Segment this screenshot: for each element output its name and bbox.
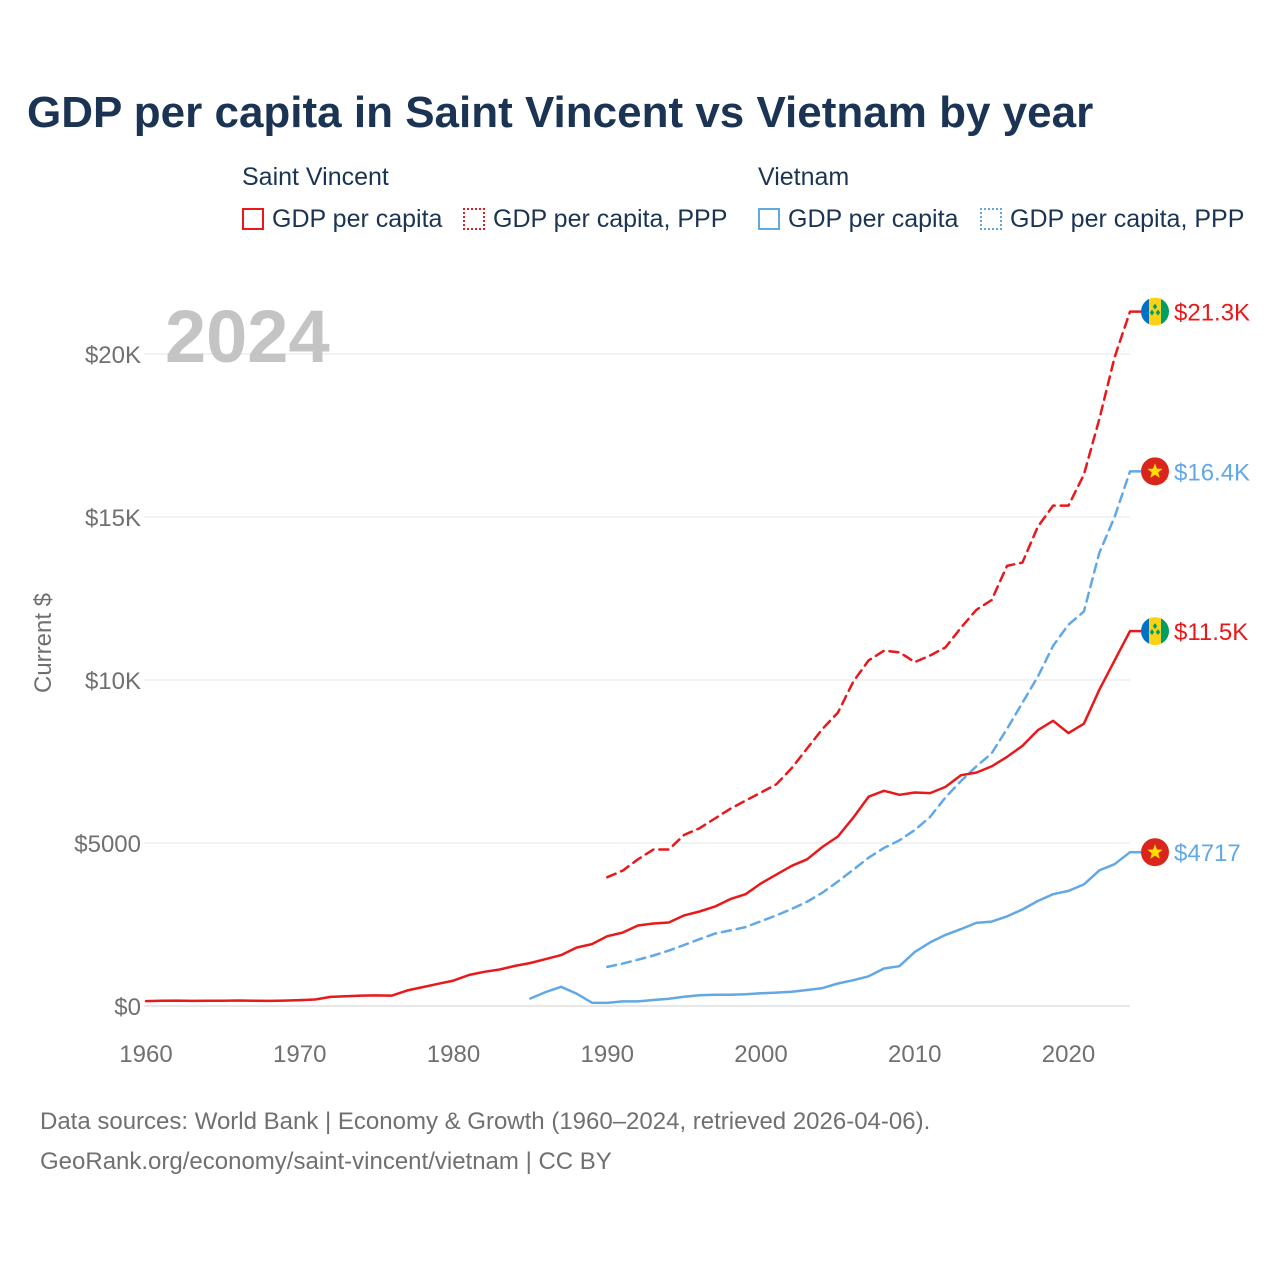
end-value-label: $11.5K bbox=[1174, 619, 1248, 646]
x-tick-label: 1990 bbox=[581, 1041, 634, 1068]
flag-stripe-blue bbox=[1141, 617, 1149, 646]
flag-diamond bbox=[1149, 309, 1155, 316]
x-axis: 1960 1970 1980 1990 2000 2010 2020 bbox=[119, 1041, 1095, 1068]
legend-item-vietnam-gdp[interactable]: GDP per capita bbox=[758, 204, 958, 234]
footer-credit: GeoRank.org/economy/saint-vincent/vietna… bbox=[40, 1148, 612, 1175]
legend-item-vietnam-gdp-ppp[interactable]: GDP per capita, PPP bbox=[980, 204, 1244, 234]
flag-stripe-gold bbox=[1149, 617, 1161, 646]
legend-swatch-dotted-icon bbox=[980, 208, 1002, 230]
legend-label: GDP per capita bbox=[788, 204, 959, 233]
flag-diamond bbox=[1155, 629, 1161, 636]
series bbox=[144, 310, 1132, 1005]
y-axis-label: Current $ bbox=[30, 593, 57, 693]
year-watermark: 2024 bbox=[165, 295, 330, 378]
flag-stripe-gold bbox=[1149, 297, 1161, 326]
x-tick-label: 1960 bbox=[119, 1041, 172, 1068]
flag-stripe-green bbox=[1161, 617, 1169, 646]
legend-item-saint-vincent-gdp-ppp[interactable]: GDP per capita, PPP bbox=[463, 204, 727, 234]
x-tick-label: 2010 bbox=[888, 1041, 941, 1068]
series-line-vietnam-gdp-per-capita-ppp bbox=[606, 470, 1132, 969]
flag-stripes bbox=[1141, 617, 1169, 646]
legend-group-saint-vincent: Saint Vincent bbox=[242, 163, 389, 191]
x-tick-label: 2000 bbox=[734, 1041, 787, 1068]
end-labels: $21.3K $16.4K $11.5K $4717 bbox=[1130, 297, 1250, 867]
legend-swatch-solid-icon bbox=[242, 208, 264, 230]
y-tick-label: $5000 bbox=[74, 831, 141, 858]
y-tick-label: $20K bbox=[85, 342, 141, 369]
legend-group-vietnam: Vietnam bbox=[758, 163, 850, 191]
vietnam-flag-icon bbox=[1141, 838, 1169, 867]
end-value-label: $4717 bbox=[1174, 840, 1241, 867]
series-line-vietnam-gdp-per-capita bbox=[529, 850, 1132, 1005]
footer-sources: Data sources: World Bank | Economy & Gro… bbox=[40, 1108, 931, 1135]
grid bbox=[144, 353, 1130, 1007]
y-tick-label: $0 bbox=[114, 994, 141, 1021]
flag-diamond bbox=[1152, 303, 1158, 310]
legend-swatch-solid-icon bbox=[758, 208, 780, 230]
legend-label: GDP per capita, PPP bbox=[493, 204, 728, 233]
saint-vincent-flag-icon bbox=[1141, 297, 1169, 326]
flag-star bbox=[1147, 844, 1163, 859]
legend-label: GDP per capita bbox=[272, 204, 443, 233]
flag-stripe-green bbox=[1161, 297, 1169, 326]
legend-item-saint-vincent-gdp[interactable]: GDP per capita bbox=[242, 204, 442, 234]
flag-stripes bbox=[1141, 297, 1169, 326]
vietnam-flag-icon bbox=[1141, 457, 1169, 486]
y-tick-label: $15K bbox=[85, 505, 141, 532]
series-line-saint-vincent-gdp-per-capita-ppp bbox=[606, 310, 1132, 879]
end-value-label: $21.3K bbox=[1174, 300, 1250, 327]
flag-diamond bbox=[1155, 309, 1161, 316]
end-value-label: $16.4K bbox=[1174, 459, 1250, 486]
chart-title: GDP per capita in Saint Vincent vs Vietn… bbox=[27, 88, 1094, 137]
y-axis: $0 $5000 $10K $15K $20K bbox=[74, 342, 141, 1021]
saint-vincent-flag-icon bbox=[1141, 617, 1169, 646]
legend-label: GDP per capita, PPP bbox=[1010, 204, 1245, 233]
series-line-saint-vincent-gdp-per-capita bbox=[144, 629, 1132, 1003]
x-tick-label: 1970 bbox=[273, 1041, 326, 1068]
y-tick-label: $10K bbox=[85, 668, 141, 695]
x-tick-label: 1980 bbox=[427, 1041, 480, 1068]
x-tick-label: 2020 bbox=[1042, 1041, 1095, 1068]
flag-diamond bbox=[1149, 629, 1155, 636]
flag-star bbox=[1147, 463, 1163, 478]
flag-stripe-blue bbox=[1141, 297, 1149, 326]
flag-diamond bbox=[1152, 623, 1158, 630]
legend-swatch-dotted-icon bbox=[463, 208, 485, 230]
